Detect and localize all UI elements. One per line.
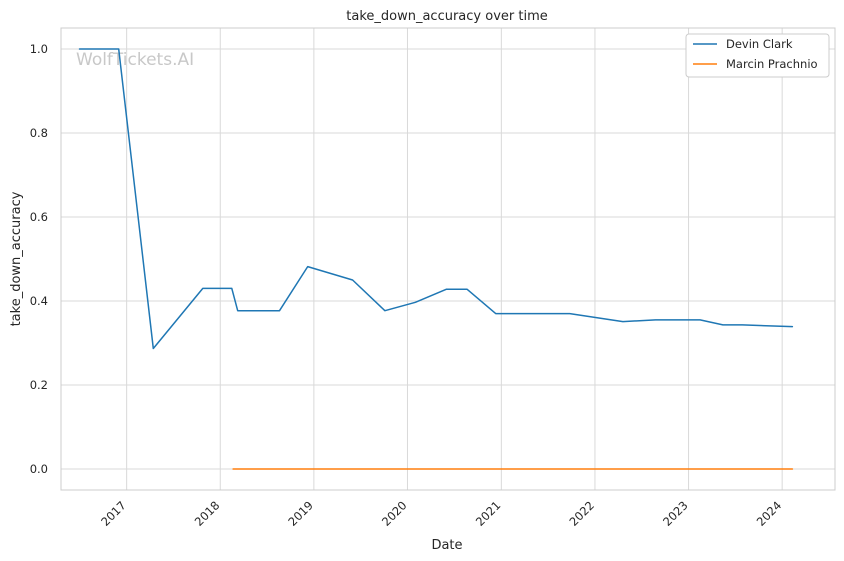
x-tick-label: 2019	[285, 498, 316, 529]
x-tick-label: 2018	[192, 498, 223, 529]
x-ticks: 2017 2018 2019 2020 2021 2022 2023 2024	[98, 498, 784, 529]
legend-label-devin-clark: Devin Clark	[726, 37, 793, 51]
watermark-text: WolfTickets.AI	[76, 50, 194, 70]
x-tick-label: 2021	[473, 498, 504, 529]
x-tick-label: 2022	[566, 498, 597, 529]
plot-frame	[60, 27, 836, 491]
y-tick-label: 0.2	[30, 378, 48, 392]
y-ticks: 0.0 0.2 0.4 0.6 0.8 1.0	[30, 42, 48, 476]
y-tick-label: 1.0	[30, 42, 48, 56]
y-tick-label: 0.6	[30, 210, 48, 224]
series-layer	[78, 48, 794, 470]
y-axis-label: take_down_accuracy	[9, 191, 24, 326]
x-tick-label: 2023	[660, 498, 691, 529]
legend: Devin Clark Marcin Prachnio	[685, 33, 830, 78]
x-tick-label: 2024	[754, 498, 785, 529]
plot-background	[61, 28, 835, 490]
y-tick-label: 0.0	[30, 462, 48, 476]
chart-title: take_down_accuracy over time	[346, 9, 547, 24]
legend-label-marcin-prachnio: Marcin Prachnio	[726, 57, 818, 71]
x-tick-label: 2017	[98, 498, 129, 529]
series-line-devin-clark	[78, 48, 794, 350]
plot-area: WolfTickets.AI	[60, 27, 836, 491]
y-tick-label: 0.8	[30, 126, 48, 140]
x-axis-label: Date	[431, 538, 462, 553]
x-tick-label: 2020	[379, 498, 410, 529]
legend-box	[685, 33, 830, 78]
y-tick-label: 0.4	[30, 294, 48, 308]
